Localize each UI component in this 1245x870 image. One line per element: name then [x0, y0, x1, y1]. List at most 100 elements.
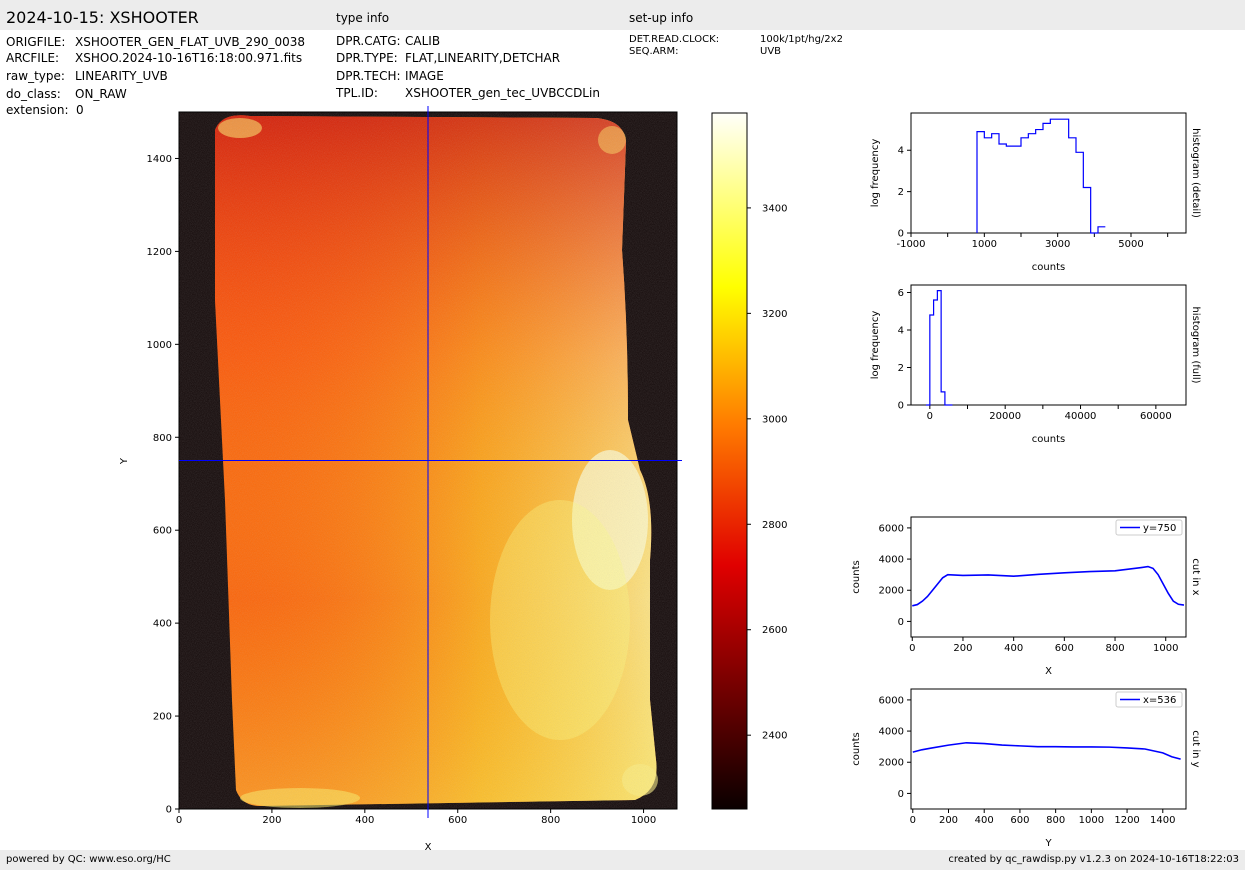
histogram-detail-plot: -1000 1000 3000 5000 0 2 4 counts log frequency h… — [870, 112, 1201, 273]
y-tick-label: 2000 — [879, 586, 904, 597]
x-tick-label: -1000 — [896, 239, 925, 250]
y-tick-label: 600 — [153, 526, 172, 537]
origfile-value: XSHOOTER_GEN_FLAT_UVB_290_0038 — [75, 35, 305, 49]
section-type-info: type info — [336, 11, 390, 25]
x-tick-label: 60000 — [1140, 411, 1172, 422]
x-tick-label: 0 — [176, 815, 182, 826]
legend-label: x=536 — [1143, 695, 1176, 706]
x-tick-label: 5000 — [1118, 239, 1143, 250]
x-axis-label: X — [1045, 666, 1052, 677]
colorbar-tick-label: 3400 — [762, 203, 787, 214]
panel-side-title: cut in y — [1190, 730, 1201, 767]
y-tick-label: 2 — [898, 363, 904, 374]
colorbar-tick-label: 2600 — [762, 625, 787, 636]
x-tick-label: 800 — [1105, 643, 1124, 654]
y-axis-label: log frequency — [870, 311, 881, 380]
x-tick-label: 400 — [975, 815, 994, 826]
legend-label: y=750 — [1143, 523, 1176, 534]
y-tick-label: 4000 — [879, 727, 904, 738]
x-axis-label: counts — [1032, 262, 1065, 273]
dpr-tech-key: DPR.TECH: — [336, 69, 401, 83]
panel-side-title: histogram (full) — [1190, 306, 1201, 383]
x-tick-label: 200 — [939, 815, 958, 826]
legend-box — [1115, 691, 1183, 708]
colorbar-tick-label: 3200 — [762, 309, 787, 320]
det-read-clock-key: DET.READ.CLOCK: — [629, 34, 720, 45]
x-tick-label: 600 — [1055, 643, 1074, 654]
y-tick-label: 400 — [153, 619, 172, 630]
y-tick-label: 0 — [898, 617, 904, 628]
y-tick-label: 1400 — [147, 154, 172, 165]
do-class-value: ON_RAW — [75, 87, 127, 101]
y-tick-label: 0 — [166, 805, 172, 816]
cut-in-x-plot: 0 200 400 600 800 1000 0 2000 4000 6000 y=750 Xcoun… — [851, 516, 1201, 677]
raw-type-key: raw_type: — [6, 69, 65, 83]
raw-type-value: LINEARITY_UVB — [75, 69, 168, 83]
x-tick-label: 0 — [910, 815, 916, 826]
histogram-full-plot: 0 20000 40000 60000 0 2 4 6 counts log frequency h… — [870, 284, 1201, 445]
y-tick-label: 0 — [898, 229, 904, 240]
dpr-tech-value: IMAGE — [405, 69, 444, 83]
colorbar — [711, 112, 748, 810]
x-axis-label: Y — [1044, 838, 1052, 849]
colorbar-tick-label: 2400 — [762, 731, 787, 742]
x-tick-label: 400 — [1004, 643, 1023, 654]
do-class-key: do_class: — [6, 87, 61, 101]
y-tick-label: 6 — [898, 288, 904, 299]
y-tick-label: 6000 — [879, 523, 904, 534]
section-setup-info: set-up info — [629, 11, 694, 25]
seq-arm-key: SEQ.ARM: — [629, 46, 679, 57]
arcfile-key: ARCFILE: — [6, 51, 60, 65]
arcfile-value: XSHOO.2024-10-16T16:18:00.971.fits — [75, 51, 303, 65]
x-tick-label: 800 — [541, 815, 560, 826]
x-tick-label: 200 — [262, 815, 281, 826]
y-tick-label: 6000 — [879, 695, 904, 706]
footer-bar — [0, 850, 1245, 870]
footer-powered-by: powered by QC: www.eso.org/HC — [6, 854, 171, 865]
x-tick-label: 20000 — [989, 411, 1021, 422]
y-tick-label: 2000 — [879, 758, 904, 769]
x-tick-label: 1000 — [972, 239, 997, 250]
tpl-id-key: TPL.ID: — [336, 86, 378, 100]
x-tick-label: 600 — [448, 815, 467, 826]
y-tick-label: 4 — [898, 326, 904, 337]
y-tick-label: 1200 — [147, 247, 172, 258]
x-tick-label: 1000 — [1079, 815, 1104, 826]
colorbar-axes: 2400 2600 2800 3000 3200 3400 — [747, 203, 787, 742]
plot-frame — [910, 516, 1187, 638]
x-tick-label: 400 — [355, 815, 374, 826]
histogram-step-line — [926, 290, 953, 406]
dpr-type-value: FLAT,LINEARITY,DETCHAR — [405, 51, 561, 65]
x-tick-label: 40000 — [1065, 411, 1097, 422]
histogram-step-line — [976, 118, 1106, 234]
x-tick-label: 0 — [927, 411, 933, 422]
header-bar — [0, 0, 1245, 30]
colorbar-tick-label: 3000 — [762, 414, 787, 425]
y-axis-label: Y — [119, 457, 130, 465]
dpr-catg-value: CALIB — [405, 34, 441, 48]
panel-side-title: histogram (detail) — [1190, 128, 1201, 218]
panel-side-title: cut in x — [1190, 558, 1201, 595]
y-tick-label: 0 — [898, 789, 904, 800]
y-tick-label: 0 — [898, 401, 904, 412]
y-axis-label: counts — [851, 560, 862, 593]
x-tick-label: 1400 — [1150, 815, 1175, 826]
x-axis-label: X — [425, 842, 432, 853]
y-tick-label: 200 — [153, 712, 172, 723]
extension-key: extension: — [6, 103, 69, 117]
y-tick-label: 4000 — [879, 555, 904, 566]
x-tick-label: 1000 — [1153, 643, 1178, 654]
x-tick-label: 3000 — [1045, 239, 1070, 250]
y-tick-label: 800 — [153, 433, 172, 444]
y-axis-label: log frequency — [870, 139, 881, 208]
x-tick-label: 200 — [953, 643, 972, 654]
dpr-type-key: DPR.TYPE: — [336, 51, 398, 65]
image-axes: 0 200 400 600 800 1000 0 200 400 600 800 1000 1200 14… — [119, 154, 656, 853]
extension-value: 0 — [76, 103, 84, 117]
det-read-clock-value: 100k/1pt/hg/2x2 — [760, 34, 843, 45]
page-title: 2024-10-15: XSHOOTER — [6, 8, 199, 27]
seq-arm-value: UVB — [760, 46, 782, 57]
tpl-id-value: XSHOOTER_gen_tec_UVBCCDLin — [405, 86, 600, 100]
y-tick-label: 2 — [898, 187, 904, 198]
